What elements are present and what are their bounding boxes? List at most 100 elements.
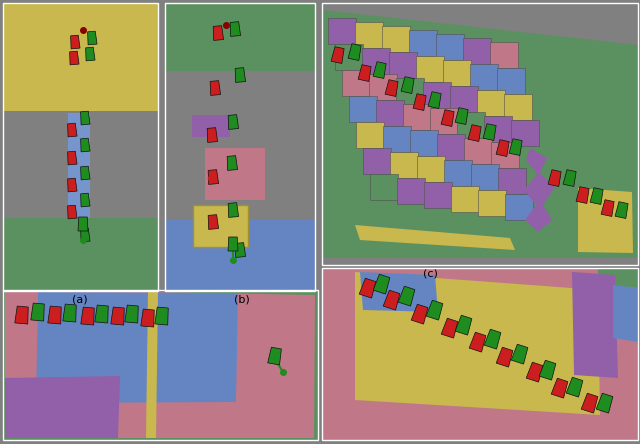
Polygon shape — [551, 378, 568, 398]
Polygon shape — [5, 376, 120, 438]
Polygon shape — [81, 228, 90, 242]
Polygon shape — [5, 292, 148, 438]
Polygon shape — [227, 156, 237, 170]
Polygon shape — [581, 393, 598, 413]
Polygon shape — [147, 292, 315, 438]
Polygon shape — [125, 305, 138, 323]
Bar — [484, 116, 512, 142]
Bar — [356, 122, 384, 148]
Bar — [363, 148, 391, 174]
Polygon shape — [331, 47, 344, 63]
Bar — [205, 148, 265, 200]
Polygon shape — [496, 140, 509, 156]
Polygon shape — [48, 306, 61, 324]
Polygon shape — [207, 128, 218, 143]
Polygon shape — [426, 300, 443, 320]
Polygon shape — [511, 344, 528, 364]
Polygon shape — [228, 115, 239, 129]
Bar — [410, 130, 438, 156]
Bar — [409, 30, 437, 56]
Bar — [424, 182, 452, 208]
Polygon shape — [15, 306, 28, 324]
Bar — [369, 74, 397, 100]
Polygon shape — [598, 268, 638, 288]
Polygon shape — [496, 347, 513, 367]
Bar — [3, 3, 158, 291]
Bar — [362, 48, 390, 74]
Polygon shape — [596, 393, 613, 413]
Polygon shape — [590, 188, 603, 205]
Polygon shape — [210, 81, 221, 95]
Polygon shape — [411, 304, 428, 324]
Polygon shape — [539, 360, 556, 380]
Polygon shape — [235, 243, 246, 258]
Bar — [416, 56, 444, 82]
Polygon shape — [68, 205, 77, 219]
Polygon shape — [483, 124, 496, 140]
Polygon shape — [548, 170, 561, 186]
Bar — [504, 94, 532, 120]
Bar — [423, 82, 451, 108]
Bar — [436, 34, 464, 60]
Polygon shape — [213, 26, 223, 40]
Polygon shape — [469, 332, 486, 352]
Polygon shape — [373, 274, 390, 294]
Polygon shape — [88, 31, 97, 45]
Polygon shape — [358, 65, 371, 82]
Bar — [376, 100, 404, 126]
Polygon shape — [70, 35, 80, 49]
Bar — [383, 126, 411, 152]
Polygon shape — [563, 170, 576, 186]
Bar — [498, 168, 526, 194]
Bar — [417, 156, 445, 182]
Polygon shape — [208, 170, 219, 184]
Polygon shape — [355, 272, 600, 415]
Bar — [165, 220, 315, 291]
Bar — [355, 22, 383, 48]
Polygon shape — [613, 285, 638, 342]
Bar — [403, 104, 431, 130]
Polygon shape — [230, 22, 241, 36]
Polygon shape — [615, 202, 628, 218]
Polygon shape — [70, 51, 79, 65]
Bar — [430, 108, 458, 134]
Bar — [68, 113, 90, 218]
Polygon shape — [63, 304, 76, 322]
Polygon shape — [373, 62, 386, 79]
Bar — [328, 18, 356, 44]
Bar — [322, 3, 638, 265]
Polygon shape — [68, 123, 77, 137]
Bar — [382, 26, 410, 52]
Bar — [505, 194, 533, 220]
Polygon shape — [81, 166, 90, 180]
Bar — [165, 3, 315, 291]
Polygon shape — [81, 138, 90, 152]
Bar — [471, 164, 499, 190]
Bar — [3, 3, 158, 111]
Polygon shape — [86, 47, 95, 61]
Polygon shape — [441, 318, 458, 338]
Polygon shape — [95, 305, 108, 323]
Polygon shape — [576, 186, 589, 203]
Bar — [464, 138, 492, 164]
Polygon shape — [398, 286, 415, 306]
Bar — [165, 3, 315, 71]
Text: (c): (c) — [422, 268, 437, 278]
Polygon shape — [111, 307, 124, 325]
Bar — [396, 78, 424, 104]
Text: (e): (e) — [472, 443, 488, 444]
Bar — [444, 160, 472, 186]
Polygon shape — [441, 110, 454, 127]
Text: (d): (d) — [152, 443, 168, 444]
Bar — [437, 134, 465, 160]
Bar — [450, 86, 478, 112]
Bar — [335, 44, 363, 70]
Polygon shape — [78, 217, 88, 231]
Polygon shape — [455, 315, 472, 335]
Polygon shape — [228, 237, 238, 251]
Polygon shape — [468, 125, 481, 142]
Polygon shape — [578, 188, 633, 253]
Bar — [322, 268, 638, 440]
Polygon shape — [68, 178, 77, 192]
Polygon shape — [36, 292, 238, 403]
